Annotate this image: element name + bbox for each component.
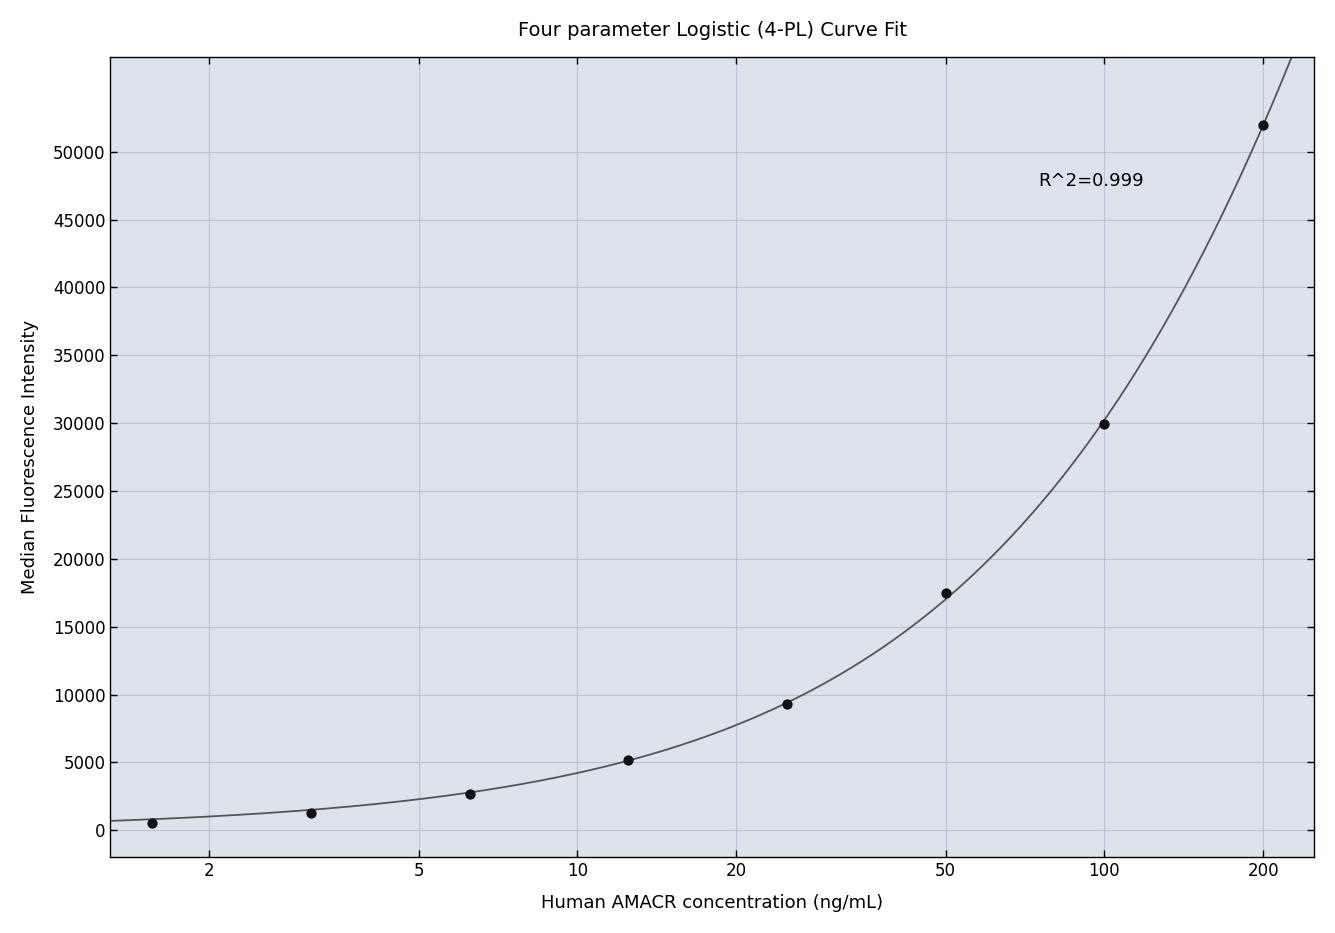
X-axis label: Human AMACR concentration (ng/mL): Human AMACR concentration (ng/mL) — [541, 894, 884, 912]
Y-axis label: Median Fluorescence Intensity: Median Fluorescence Intensity — [21, 320, 39, 594]
Point — [1252, 117, 1274, 132]
Point — [777, 697, 798, 712]
Text: R^2=0.999: R^2=0.999 — [1039, 172, 1144, 189]
Point — [142, 816, 163, 831]
Title: Four parameter Logistic (4-PL) Curve Fit: Four parameter Logistic (4-PL) Curve Fit — [518, 21, 906, 40]
Point — [300, 805, 322, 820]
Point — [459, 787, 481, 801]
Point — [934, 585, 956, 600]
Point — [1093, 417, 1115, 432]
Point — [618, 752, 639, 767]
